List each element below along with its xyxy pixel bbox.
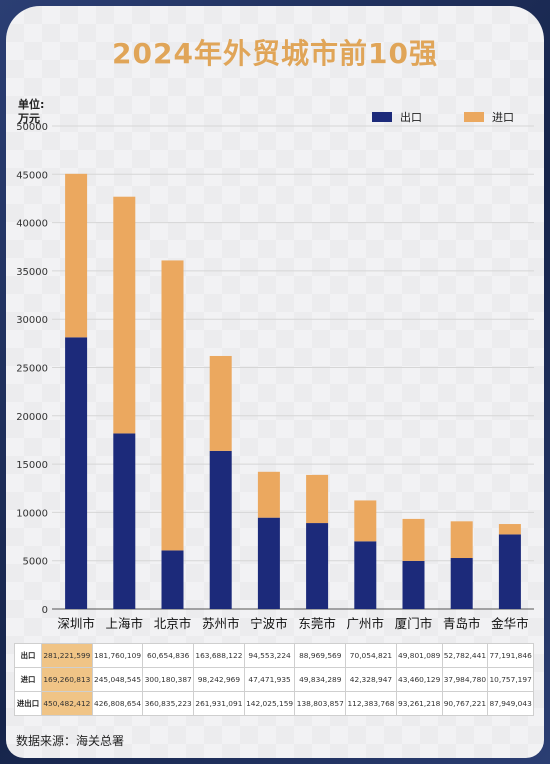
table-cell: 49,801,089 (395, 643, 443, 668)
bar-export-2 (161, 550, 184, 609)
y-tick-label: 10000 (16, 508, 48, 519)
table-cell: 43,460,129 (395, 667, 443, 692)
table-cell: 47,471,935 (243, 667, 296, 692)
table-cell: 98,242,969 (193, 667, 245, 692)
bar-import-5 (306, 474, 329, 524)
table-cell: 37,984,780 (441, 667, 489, 692)
x-category-label: 宁波市 (250, 616, 288, 631)
table-cell: 261,931,091 (193, 691, 245, 716)
legend-import-label: 进口 (492, 111, 514, 124)
bar-export-1 (113, 433, 136, 609)
bar-import-2 (161, 260, 184, 551)
x-category-label: 北京市 (154, 616, 192, 631)
table-row: 进出口 450,482,412 426,808,654 360,835,223 261,… (14, 691, 534, 716)
y-tick-label: 50000 (16, 122, 48, 133)
table-cell: 245,048,545 (91, 667, 144, 692)
data-table: 出口 281,221,599 181,760,109 60,654,836 163,68… (14, 643, 534, 716)
x-category-label: 苏州市 (202, 616, 240, 631)
bar-import-4 (257, 471, 280, 518)
table-cell: 90,767,221 (441, 691, 489, 716)
unit-value: 万元 (18, 112, 40, 125)
bar-import-8 (450, 521, 473, 559)
bar-export-4 (257, 517, 280, 609)
legend-import-swatch (464, 112, 484, 122)
y-tick-label: 15000 (16, 460, 48, 471)
bar-export-6 (354, 541, 377, 609)
bar-chart: 0 5000 10000 15000 20000 25000 30000 35000 40000… (16, 122, 534, 631)
x-category-label: 东莞市 (298, 616, 336, 631)
table-cell: 87,949,043 (487, 691, 534, 716)
bar-export-3 (209, 450, 232, 609)
table-cell: 49,834,289 (294, 667, 347, 692)
x-category-label: 厦门市 (395, 616, 433, 631)
y-tick-label: 35000 (16, 267, 48, 278)
table-cell: 138,803,857 (294, 691, 347, 716)
legend-import: 进口 (464, 109, 514, 125)
bar-import-6 (354, 500, 377, 542)
bar-import-7 (402, 518, 425, 561)
legend-export-label: 出口 (400, 111, 422, 124)
table-cell: 163,688,122 (193, 643, 245, 668)
table-cell: 450,482,412 (41, 691, 93, 716)
table-cell: 112,383,768 (345, 691, 397, 716)
table-cell: 94,553,224 (243, 643, 296, 668)
x-category-label: 上海市 (106, 616, 144, 631)
x-category-label: 青岛市 (443, 616, 481, 631)
y-tick-label: 45000 (16, 170, 48, 181)
y-tick-label: 5000 (23, 557, 48, 568)
bar-import-1 (113, 196, 136, 434)
bar-export-8 (450, 558, 473, 609)
legend-export: 出口 (372, 109, 422, 125)
x-category-label: 深圳市 (57, 616, 95, 631)
bar-export-7 (402, 560, 425, 609)
table-cell: 360,835,223 (142, 691, 195, 716)
table-cell: 10,757,197 (487, 667, 534, 692)
x-category-label: 金华市 (491, 616, 529, 631)
table-cell: 42,328,947 (345, 667, 397, 692)
chart-title: 2024年外贸城市前10强 (112, 37, 438, 70)
table-cell: 300,180,387 (142, 667, 195, 692)
y-tick-label: 30000 (16, 315, 48, 326)
y-tick-label: 20000 (16, 412, 48, 423)
y-axis-unit: 单位: 万元 (18, 98, 58, 126)
table-cell: 60,654,836 (142, 643, 195, 668)
bar-import-9 (498, 524, 521, 535)
table-cell: 426,808,654 (91, 691, 144, 716)
bar-import-3 (209, 355, 232, 451)
unit-label: 单位: (18, 98, 45, 111)
bar-import-0 (65, 173, 88, 338)
table-row: 出口 281,221,599 181,760,109 60,654,836 163,68… (14, 643, 534, 668)
table-row-label: 进出口 (14, 691, 42, 716)
table-cell: 142,025,159 (243, 691, 296, 716)
y-tick-label: 0 (42, 605, 48, 616)
bar-export-5 (306, 523, 329, 609)
bar-export-0 (65, 337, 88, 609)
y-tick-label: 25000 (16, 364, 48, 375)
table-cell: 93,261,218 (395, 691, 443, 716)
bar-export-9 (498, 534, 521, 609)
x-category-label: 广州市 (347, 616, 385, 631)
table-cell: 181,760,109 (91, 643, 144, 668)
table-row: 进口 169,260,813 245,048,545 300,180,387 98,24… (14, 667, 534, 692)
y-tick-label: 40000 (16, 219, 48, 230)
table-row-label: 进口 (14, 667, 42, 692)
table-row-label: 出口 (14, 643, 42, 668)
legend-export-swatch (372, 112, 392, 122)
table-cell: 70,054,821 (345, 643, 397, 668)
table-cell: 169,260,813 (41, 667, 93, 692)
table-cell: 77,191,846 (487, 643, 534, 668)
data-source: 数据来源：海关总署 (16, 734, 125, 748)
table-cell: 88,969,569 (294, 643, 347, 668)
table-cell: 52,782,441 (441, 643, 489, 668)
chart-card: 2024年外贸城市前10强 单位: 万元 出口 进口 0 5000 10000 150… (6, 6, 544, 758)
table-cell: 281,221,599 (41, 643, 93, 668)
